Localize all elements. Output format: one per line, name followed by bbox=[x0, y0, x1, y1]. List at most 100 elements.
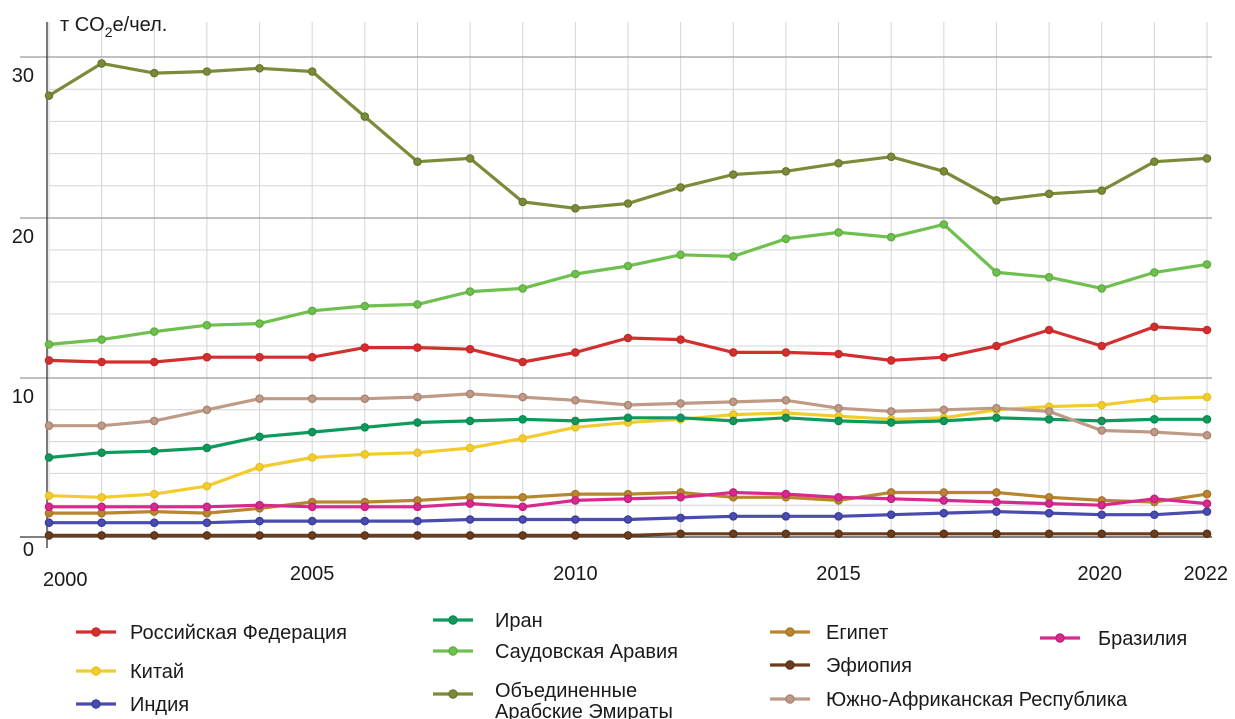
data-point bbox=[413, 531, 422, 540]
legend-item: Эфиопия bbox=[770, 655, 912, 677]
data-point bbox=[1044, 189, 1054, 199]
data-point bbox=[465, 416, 475, 426]
data-point bbox=[886, 494, 896, 504]
data-point bbox=[202, 352, 212, 362]
x-tick-label: 2005 bbox=[290, 563, 335, 585]
data-point bbox=[255, 394, 264, 403]
data-point bbox=[149, 502, 159, 512]
data-point bbox=[623, 400, 633, 410]
data-point bbox=[360, 516, 370, 526]
data-point bbox=[149, 518, 159, 527]
data-point bbox=[834, 403, 843, 413]
y-tick-label: 10 bbox=[12, 386, 34, 408]
data-point bbox=[307, 502, 317, 512]
data-point bbox=[202, 531, 212, 540]
data-point bbox=[97, 531, 106, 540]
data-point bbox=[728, 170, 738, 179]
data-point bbox=[1202, 325, 1212, 335]
data-point bbox=[834, 492, 843, 502]
data-point bbox=[465, 515, 475, 524]
series-3 bbox=[44, 413, 1212, 462]
data-point bbox=[992, 403, 1001, 413]
legend-item: Индия bbox=[76, 694, 189, 716]
y-tick-label: 20 bbox=[12, 226, 34, 248]
data-point bbox=[413, 300, 422, 309]
x-tick-label: 2022 bbox=[1184, 563, 1229, 585]
legend-item: Саудовская Аравия bbox=[433, 641, 678, 663]
data-point bbox=[939, 488, 949, 497]
data-point bbox=[1150, 415, 1159, 424]
grid bbox=[20, 22, 1212, 537]
data-point bbox=[1044, 407, 1054, 416]
legend-swatch-marker bbox=[91, 666, 101, 676]
data-point bbox=[781, 348, 791, 357]
y-tick-label: 0 bbox=[23, 539, 34, 561]
data-point bbox=[413, 502, 422, 512]
data-point bbox=[149, 327, 159, 336]
legend-item: Российская Федерация bbox=[76, 622, 347, 644]
series-0 bbox=[44, 322, 1212, 367]
data-point bbox=[939, 352, 949, 362]
data-point bbox=[728, 348, 738, 357]
data-point bbox=[149, 531, 159, 540]
x-tick-label: 2000 bbox=[43, 569, 88, 591]
data-point bbox=[360, 343, 370, 352]
data-point bbox=[255, 432, 264, 442]
data-point bbox=[676, 413, 685, 423]
data-point bbox=[255, 531, 264, 540]
data-point bbox=[939, 416, 949, 426]
legend-label: Арабские Эмираты bbox=[495, 701, 673, 719]
data-point bbox=[97, 335, 106, 344]
data-point bbox=[1202, 430, 1212, 440]
data-point bbox=[255, 516, 264, 526]
data-point bbox=[202, 67, 212, 76]
legend-label: Иран bbox=[495, 610, 543, 632]
legend-label: Южно-Африканская Республика bbox=[826, 689, 1128, 711]
data-point bbox=[623, 333, 633, 343]
data-point bbox=[97, 448, 106, 458]
data-point bbox=[781, 512, 791, 521]
series-4 bbox=[44, 220, 1212, 349]
data-point bbox=[886, 356, 896, 365]
data-point bbox=[992, 488, 1001, 497]
data-point bbox=[465, 154, 475, 163]
data-point bbox=[360, 531, 370, 540]
data-point bbox=[202, 443, 212, 453]
data-point bbox=[465, 287, 475, 296]
data-point bbox=[781, 489, 791, 499]
data-point bbox=[307, 352, 317, 362]
data-point bbox=[834, 158, 843, 168]
legend-label: Российская Федерация bbox=[130, 622, 347, 644]
data-point bbox=[886, 232, 896, 242]
data-point bbox=[149, 357, 159, 367]
data-point bbox=[413, 516, 422, 526]
data-point bbox=[1097, 284, 1107, 293]
data-point bbox=[518, 502, 528, 512]
data-point bbox=[360, 450, 370, 459]
data-point bbox=[1044, 508, 1054, 518]
data-point bbox=[676, 183, 685, 192]
data-point bbox=[413, 392, 422, 402]
data-point bbox=[307, 531, 317, 540]
data-point bbox=[781, 395, 791, 405]
data-point bbox=[623, 261, 633, 271]
legend-label: Бразилия bbox=[1098, 628, 1187, 650]
data-point bbox=[1044, 272, 1054, 282]
data-point bbox=[571, 269, 580, 279]
data-point bbox=[1202, 154, 1212, 163]
legend-item: Южно-Африканская Республика bbox=[770, 689, 1128, 711]
data-point bbox=[465, 344, 475, 354]
data-point bbox=[97, 421, 106, 431]
data-point bbox=[97, 518, 106, 527]
data-point bbox=[992, 529, 1001, 539]
data-point bbox=[44, 356, 54, 365]
data-point bbox=[44, 340, 54, 349]
legend-label: Египет bbox=[826, 622, 888, 644]
data-point bbox=[939, 220, 949, 229]
data-point bbox=[1150, 394, 1159, 403]
data-point bbox=[97, 492, 106, 502]
data-point bbox=[518, 284, 528, 293]
data-point bbox=[571, 348, 580, 357]
data-point bbox=[781, 413, 791, 423]
data-point bbox=[1150, 322, 1159, 332]
